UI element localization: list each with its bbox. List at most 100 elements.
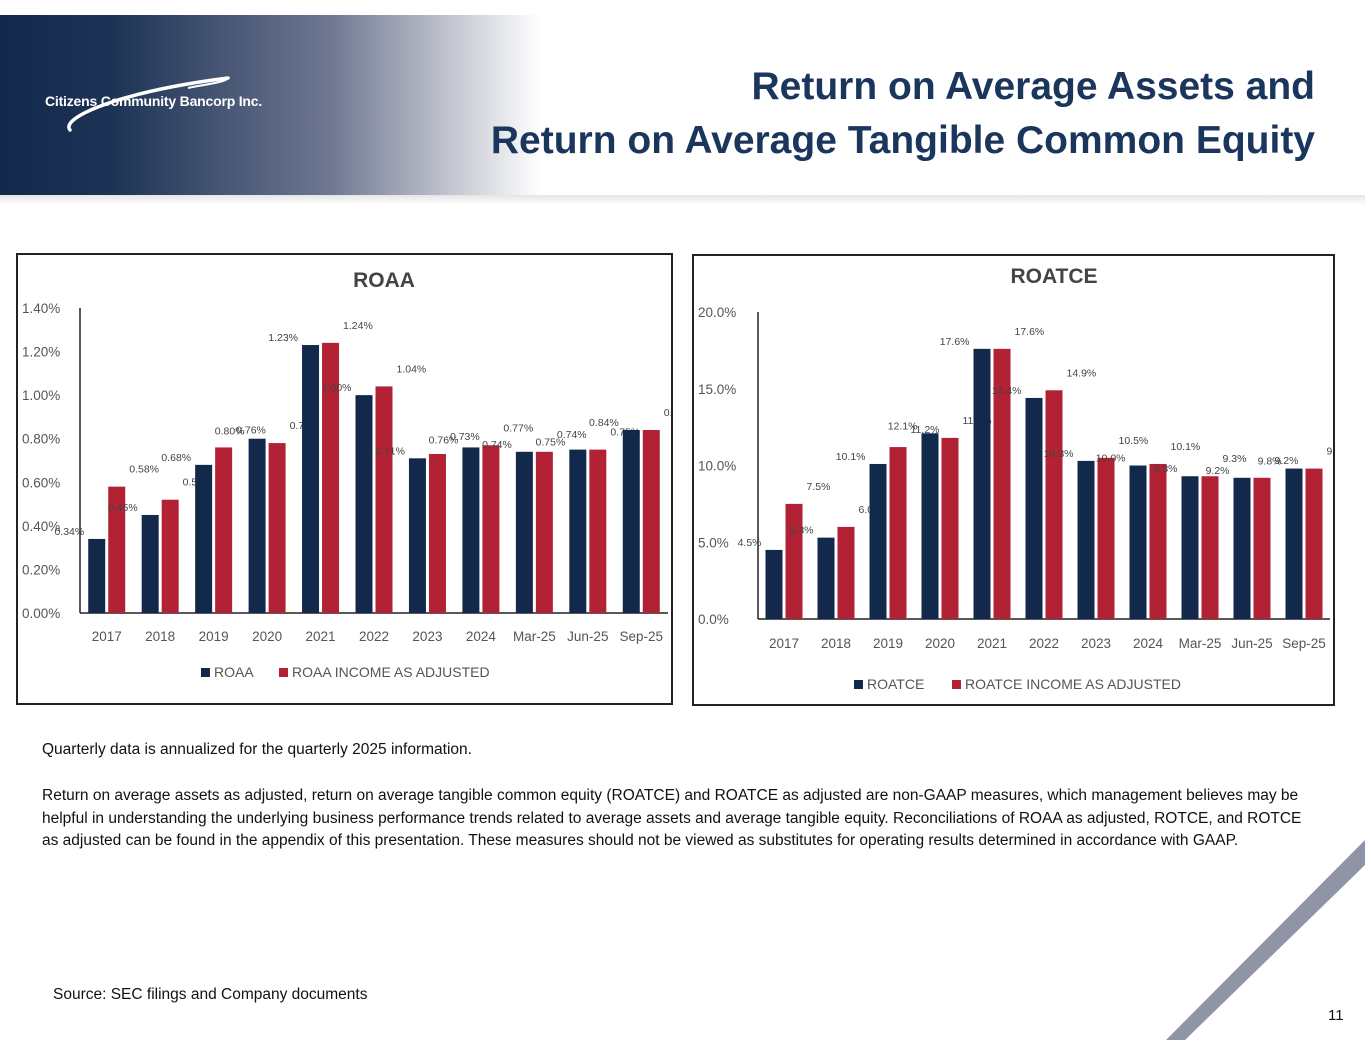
page-title: Return on Average Assets and Return on A…	[491, 60, 1315, 168]
roaa-bar-primary	[248, 438, 266, 613]
roatce-data-label: 10.0%	[1096, 453, 1126, 465]
roaa-bar-adjusted	[535, 451, 553, 613]
roatce-legend-label: ROATCE INCOME AS ADJUSTED	[965, 676, 1181, 692]
roatce-y-tick-label: 15.0%	[698, 382, 736, 397]
roatce-bar-primary	[1285, 468, 1303, 619]
roatce-y-tick-label: 10.0%	[698, 459, 736, 474]
roaa-bar-adjusted	[482, 445, 500, 613]
roatce-category-label: Sep-25	[1282, 636, 1326, 651]
title-line-2: Return on Average Tangible Common Equity	[490, 119, 1315, 162]
roaa-data-label: 0.34%	[54, 526, 84, 538]
roatce-bar-adjusted	[1045, 390, 1063, 619]
roaa-data-label: 0.71%	[375, 445, 405, 457]
company-logo-swoosh	[67, 76, 230, 132]
roaa-data-label: 0.80%	[215, 426, 245, 438]
roatce-data-label: 17.6%	[940, 336, 970, 348]
roaa-category-label: 2021	[306, 629, 336, 644]
roatce-bar-adjusted	[837, 526, 855, 619]
roatce-bar-primary	[817, 537, 835, 619]
roaa-category-label: 2023	[412, 629, 442, 644]
roatce-bar-adjusted	[1253, 477, 1271, 619]
roaa-data-label: 1.24%	[343, 320, 373, 332]
roaa-y-tick-label: 0.60%	[22, 475, 60, 490]
roatce-category-label: 2020	[925, 636, 955, 651]
header-shadow	[0, 195, 1365, 205]
roaa-data-label: 0.74%	[482, 439, 512, 451]
roaa-legend-swatch	[201, 668, 210, 677]
roaa-data-label: 0.84%	[589, 417, 619, 429]
roaa-bar-adjusted	[215, 447, 233, 613]
roatce-bar-adjusted	[993, 348, 1011, 619]
roatce-bar-primary	[1233, 477, 1251, 619]
roatce-bar-primary	[1181, 476, 1199, 619]
roaa-data-label: 1.00%	[322, 382, 352, 394]
roaa-y-tick-label: 1.00%	[22, 388, 60, 403]
roatce-bar-primary	[1129, 465, 1147, 619]
roaa-y-tick-label: 1.20%	[22, 345, 60, 360]
roatce-bar-primary	[1025, 397, 1043, 619]
roaa-data-label: 0.74%	[557, 429, 587, 441]
roaa-data-label: 0.77%	[503, 422, 533, 434]
roatce-data-label: 11.2%	[911, 424, 940, 436]
roatce-bar-primary	[921, 433, 939, 619]
roaa-data-label: 0.58%	[129, 464, 159, 476]
roatce-bar-primary	[869, 463, 887, 619]
roatce-y-tick-label: 0.0%	[698, 612, 729, 627]
roatce-data-label: 4.5%	[738, 537, 762, 549]
roaa-bar-primary	[141, 514, 159, 613]
roaa-data-label: 0.45%	[108, 502, 138, 514]
roatce-data-label: 9.3%	[1223, 453, 1247, 465]
roatce-data-label: 9.2%	[1275, 455, 1299, 467]
roatce-category-label: Jun-25	[1231, 636, 1272, 651]
roaa-bar-primary	[302, 345, 320, 613]
roatce-bar-primary	[973, 348, 991, 619]
roatce-chart-frame: ROATCE 0.0% 5.0% 10.0% 15.0% 20.0% 2017 4.5% 7.5…	[692, 254, 1350, 706]
roatce-data-label: 9.3%	[1154, 463, 1178, 475]
roaa-bar-primary	[622, 430, 640, 613]
roaa-legend-label: ROAA	[214, 664, 254, 680]
roaa-data-label: 0.76%	[236, 424, 266, 436]
roaa-bar-adjusted	[428, 453, 446, 613]
roatce-category-label: 2022	[1029, 636, 1059, 651]
roatce-bar-adjusted	[1305, 468, 1323, 619]
roatce-data-label: 7.5%	[807, 481, 831, 493]
roaa-chart-title: ROAA	[353, 269, 415, 292]
roatce-data-label: 10.5%	[1119, 435, 1149, 447]
roatce-data-label: 10.1%	[1171, 441, 1201, 453]
roatce-category-label: 2017	[769, 636, 799, 651]
roatce-data-label: 14.4%	[992, 385, 1022, 397]
roatce-data-label: 17.6%	[1015, 326, 1045, 338]
roaa-legend-swatch	[279, 668, 288, 677]
roatce-data-label: 5.3%	[790, 525, 814, 537]
roatce-legend-swatch	[854, 680, 863, 689]
roaa-y-tick-label: 1.40%	[22, 301, 60, 316]
roatce-y-tick-label: 20.0%	[698, 305, 736, 320]
roatce-chart: ROATCE 0.0% 5.0% 10.0% 15.0% 20.0% 2017 4.5% 7.5…	[698, 265, 1350, 692]
roaa-category-label: Sep-25	[619, 629, 663, 644]
roaa-y-tick-label: 0.20%	[22, 562, 60, 577]
roatce-data-label: 10.1%	[836, 451, 866, 463]
roatce-bar-adjusted	[889, 447, 907, 619]
roatce-bar-adjusted	[1201, 476, 1219, 619]
roaa-y-tick-label: 0.00%	[22, 606, 60, 621]
roaa-category-label: Jun-25	[567, 629, 608, 644]
title-line-1: Return on Average Assets and	[751, 65, 1315, 108]
roaa-data-label: 1.23%	[268, 332, 298, 344]
roaa-category-label: 2018	[145, 629, 175, 644]
roatce-category-label: 2024	[1133, 636, 1164, 651]
roatce-legend-swatch	[952, 680, 961, 689]
roaa-bar-adjusted	[642, 430, 660, 613]
roaa-category-label: 2020	[252, 629, 282, 644]
roatce-category-label: 2023	[1081, 636, 1111, 651]
roaa-legend-label: ROAA INCOME AS ADJUSTED	[292, 664, 490, 680]
roatce-category-label: 2018	[821, 636, 851, 651]
roaa-bar-adjusted	[161, 499, 179, 613]
roatce-chart-title: ROATCE	[1010, 265, 1097, 288]
roaa-bar-primary	[515, 451, 533, 613]
source-note: Source: SEC filings and Company document…	[53, 986, 368, 1003]
roatce-data-label: 9.2%	[1206, 465, 1230, 477]
roaa-data-label: 0.68%	[161, 452, 191, 464]
roaa-category-label: 2022	[359, 629, 389, 644]
roatce-data-label: 12.1%	[888, 420, 918, 432]
non-gaap-note: Return on average assets as adjusted, re…	[42, 787, 1302, 849]
